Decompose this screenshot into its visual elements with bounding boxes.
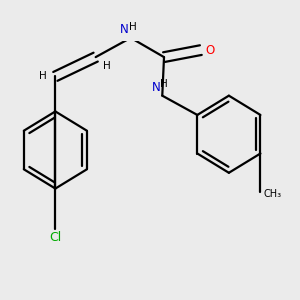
Text: N: N (152, 81, 161, 94)
Text: Cl: Cl (49, 231, 62, 244)
Text: H: H (39, 71, 46, 81)
Text: O: O (205, 44, 214, 57)
Text: H: H (103, 61, 111, 71)
Text: H: H (160, 80, 168, 89)
Text: CH₃: CH₃ (264, 189, 282, 199)
Text: N: N (120, 23, 129, 36)
Text: H: H (129, 22, 136, 32)
